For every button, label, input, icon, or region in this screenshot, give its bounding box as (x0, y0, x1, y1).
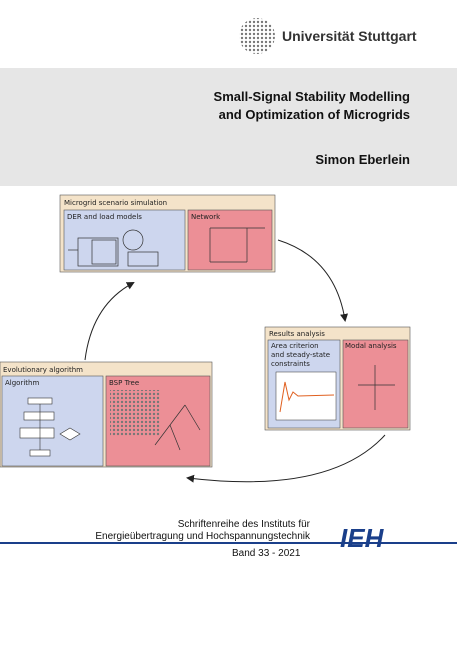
pole-plot (358, 365, 395, 410)
panel-title: and steady-state (271, 351, 330, 359)
box-title: Microgrid scenario simulation (64, 199, 167, 207)
panel-title: Algorithm (5, 379, 39, 387)
box-title: Results analysis (269, 330, 325, 338)
volume: Band 33 - 2021 (232, 548, 301, 559)
panel-title: Modal analysis (345, 342, 397, 350)
ieh-logo: IEH (340, 523, 385, 553)
tree (154, 404, 201, 451)
box-title: Evolutionary algorithm (3, 366, 83, 374)
rule (0, 542, 457, 544)
panel-title: constraints (271, 360, 310, 368)
series: Energieübertragung und Hochspannungstech… (95, 531, 311, 542)
university: Universität Stuttgart (282, 28, 417, 44)
panel-title: BSP Tree (109, 379, 139, 387)
panel-title: Network (191, 213, 221, 221)
panel (63, 209, 186, 271)
logo-mark (239, 18, 275, 54)
panel (187, 209, 273, 271)
series: Schriftenreihe des Instituts für (178, 519, 311, 530)
flowchart (19, 397, 81, 457)
title-band (0, 68, 457, 186)
title: Small-Signal Stability Modelling (214, 89, 411, 104)
panel (1, 375, 104, 467)
panel-title: Area criterion (271, 342, 319, 350)
response (279, 381, 335, 413)
panel-title: DER and load models (67, 213, 142, 221)
author: Simon Eberlein (315, 152, 410, 167)
circuit (68, 227, 265, 267)
grid (110, 390, 160, 436)
title: and Optimization of Microgrids (219, 107, 410, 122)
panel (342, 339, 409, 429)
arrow (84, 239, 386, 483)
